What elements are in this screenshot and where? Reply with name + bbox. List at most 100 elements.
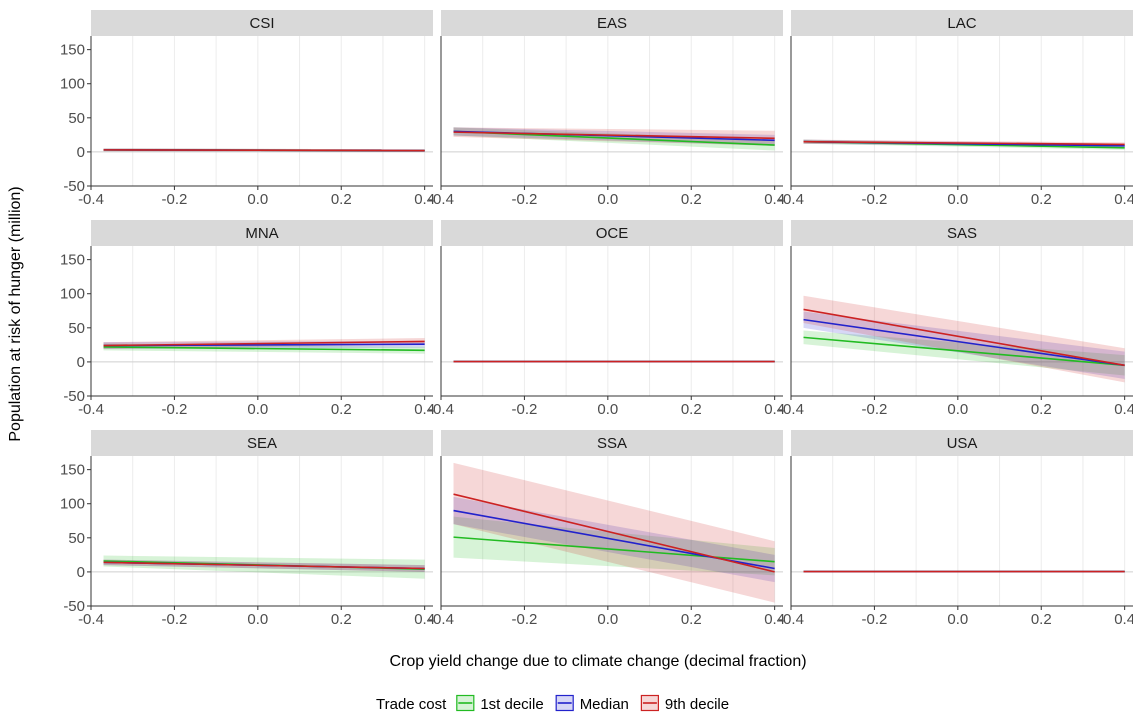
x-tick-label: -0.2 [861,401,887,418]
line-9th-decile [453,493,775,573]
panel-ssa: SSA -0.4 -0.2 0.0 0.2 0.4 [428,430,785,628]
legend-item-1st-decile: 1st decile [456,694,544,713]
x-tick-label: 0.2 [681,191,702,208]
y-tick-label: 0 [77,144,85,161]
panel-strip-label: SAS [947,225,977,242]
x-tick-label: 0.2 [681,401,702,418]
x-tick-label: 0.4 [1114,401,1133,418]
x-tick-label: 0.0 [597,611,618,628]
plot-area [91,246,433,396]
x-tick-label: 0.0 [947,611,968,628]
legend-label: 1st decile [480,696,543,713]
y-axis-title: Population at risk of hunger (million) [7,186,24,441]
y-tick-label: 100 [60,76,85,93]
y-tick-label: 50 [68,320,85,337]
y-tick-label: 100 [60,286,85,303]
plot-area [91,456,433,606]
y-tick-label: 100 [60,496,85,513]
panel-eas: EAS -0.4 -0.2 0.0 0.2 0.4 [428,10,785,208]
y-tick-label: -50 [63,598,85,615]
panel-strip-label: SEA [247,435,277,452]
panel-usa: USA -0.4 -0.2 0.0 0.2 0.4 [778,430,1133,628]
x-tick-label: -0.2 [161,611,187,628]
legend-item-9th-decile: 9th decile [640,694,729,713]
panel-strip-label: OCE [596,225,629,242]
line-1st-decile [803,336,1125,367]
x-tick-label: 0.2 [331,401,352,418]
plot-area [441,456,783,606]
y-tick-label: 50 [68,530,85,547]
y-tick-label: 0 [77,564,85,581]
panel-mna: MNA -50 0 50 100 150 -0.4 -0.2 0.0 0.2 0.4 [60,220,435,418]
x-tick-label: 0.4 [764,191,785,208]
panel-strip [441,430,783,456]
line-1st-decile [103,346,425,352]
x-tick-label: -0.4 [428,401,454,418]
panel-strip [91,220,433,246]
line-1st-decile [453,536,775,563]
panel-oce: OCE -0.4 -0.2 0.0 0.2 0.4 [428,220,785,418]
x-tick-label: 0.4 [1114,191,1133,208]
x-tick-label: -0.4 [778,401,804,418]
x-axis-title: Crop yield change due to climate change … [389,653,806,670]
x-tick-label: -0.2 [511,191,537,208]
plot-area [791,36,1133,186]
line-median [803,318,1125,367]
legend-title: Trade cost [376,696,447,713]
x-tick-label: 0.0 [247,191,268,208]
band-1st-decile [453,516,775,576]
panel-strip-label: CSI [249,15,274,32]
plot-area [441,246,783,396]
panel-strip [91,430,433,456]
x-tick-label: -0.2 [161,191,187,208]
x-tick-label: -0.4 [78,401,104,418]
y-tick-label: 50 [68,110,85,127]
y-tick-label: 0 [77,354,85,371]
x-tick-label: 0.4 [1114,611,1133,628]
panel-sea: SEA -50 0 50 100 150 -0.4 -0.2 0.0 0.2 0.4 [60,430,435,628]
x-tick-label: 0.0 [597,191,618,208]
x-tick-label: -0.2 [511,611,537,628]
x-tick-label: 0.2 [331,191,352,208]
x-tick-label: 0.4 [414,401,435,418]
panel-strip [441,220,783,246]
y-tick-label: 150 [60,252,85,269]
x-tick-label: 0.2 [1031,191,1052,208]
legend-label: Median [580,696,629,713]
legend: Trade cost 1st decile Median 9th decile [376,694,729,713]
legend-label: 9th decile [665,696,729,713]
plot-area [791,456,1133,606]
panel-sas: SAS -0.4 -0.2 0.0 0.2 0.4 [778,220,1133,418]
x-tick-label: 0.0 [247,611,268,628]
panel-strip-label: SSA [597,435,627,452]
x-tick-label: 0.0 [947,401,968,418]
band-1st-decile [803,330,1125,376]
x-tick-label: 0.0 [597,401,618,418]
panel-lac: LAC -0.4 -0.2 0.0 0.2 0.4 [778,10,1133,208]
x-tick-label: 0.2 [331,611,352,628]
y-tick-label: 150 [60,42,85,59]
panel-strip [791,10,1133,36]
x-tick-label: -0.4 [78,611,104,628]
panel-strip-label: MNA [245,225,278,242]
panel-strip [791,430,1133,456]
line-9th-decile [103,340,425,347]
x-tick-label: -0.2 [861,611,887,628]
x-tick-label: -0.4 [428,611,454,628]
x-tick-label: -0.2 [861,191,887,208]
x-tick-label: -0.4 [778,191,804,208]
legend-item-median: Median [555,694,629,713]
panel-strip-label: USA [947,435,978,452]
x-tick-label: 0.0 [947,191,968,208]
panel-grid: CSI -50 0 50 100 150 -0.4 -0.2 0.0 0.2 0.4 EAS -0.4 -… [60,10,1133,628]
x-tick-label: 0.4 [764,611,785,628]
band-median [803,311,1125,379]
legend-key-border [555,694,574,712]
x-tick-label: -0.2 [511,401,537,418]
plot-area [441,36,783,186]
panel-strip-label: EAS [597,15,627,32]
x-tick-label: -0.4 [778,611,804,628]
legend-key-border [456,694,475,712]
x-tick-label: 0.4 [414,611,435,628]
panel-strip [791,220,1133,246]
